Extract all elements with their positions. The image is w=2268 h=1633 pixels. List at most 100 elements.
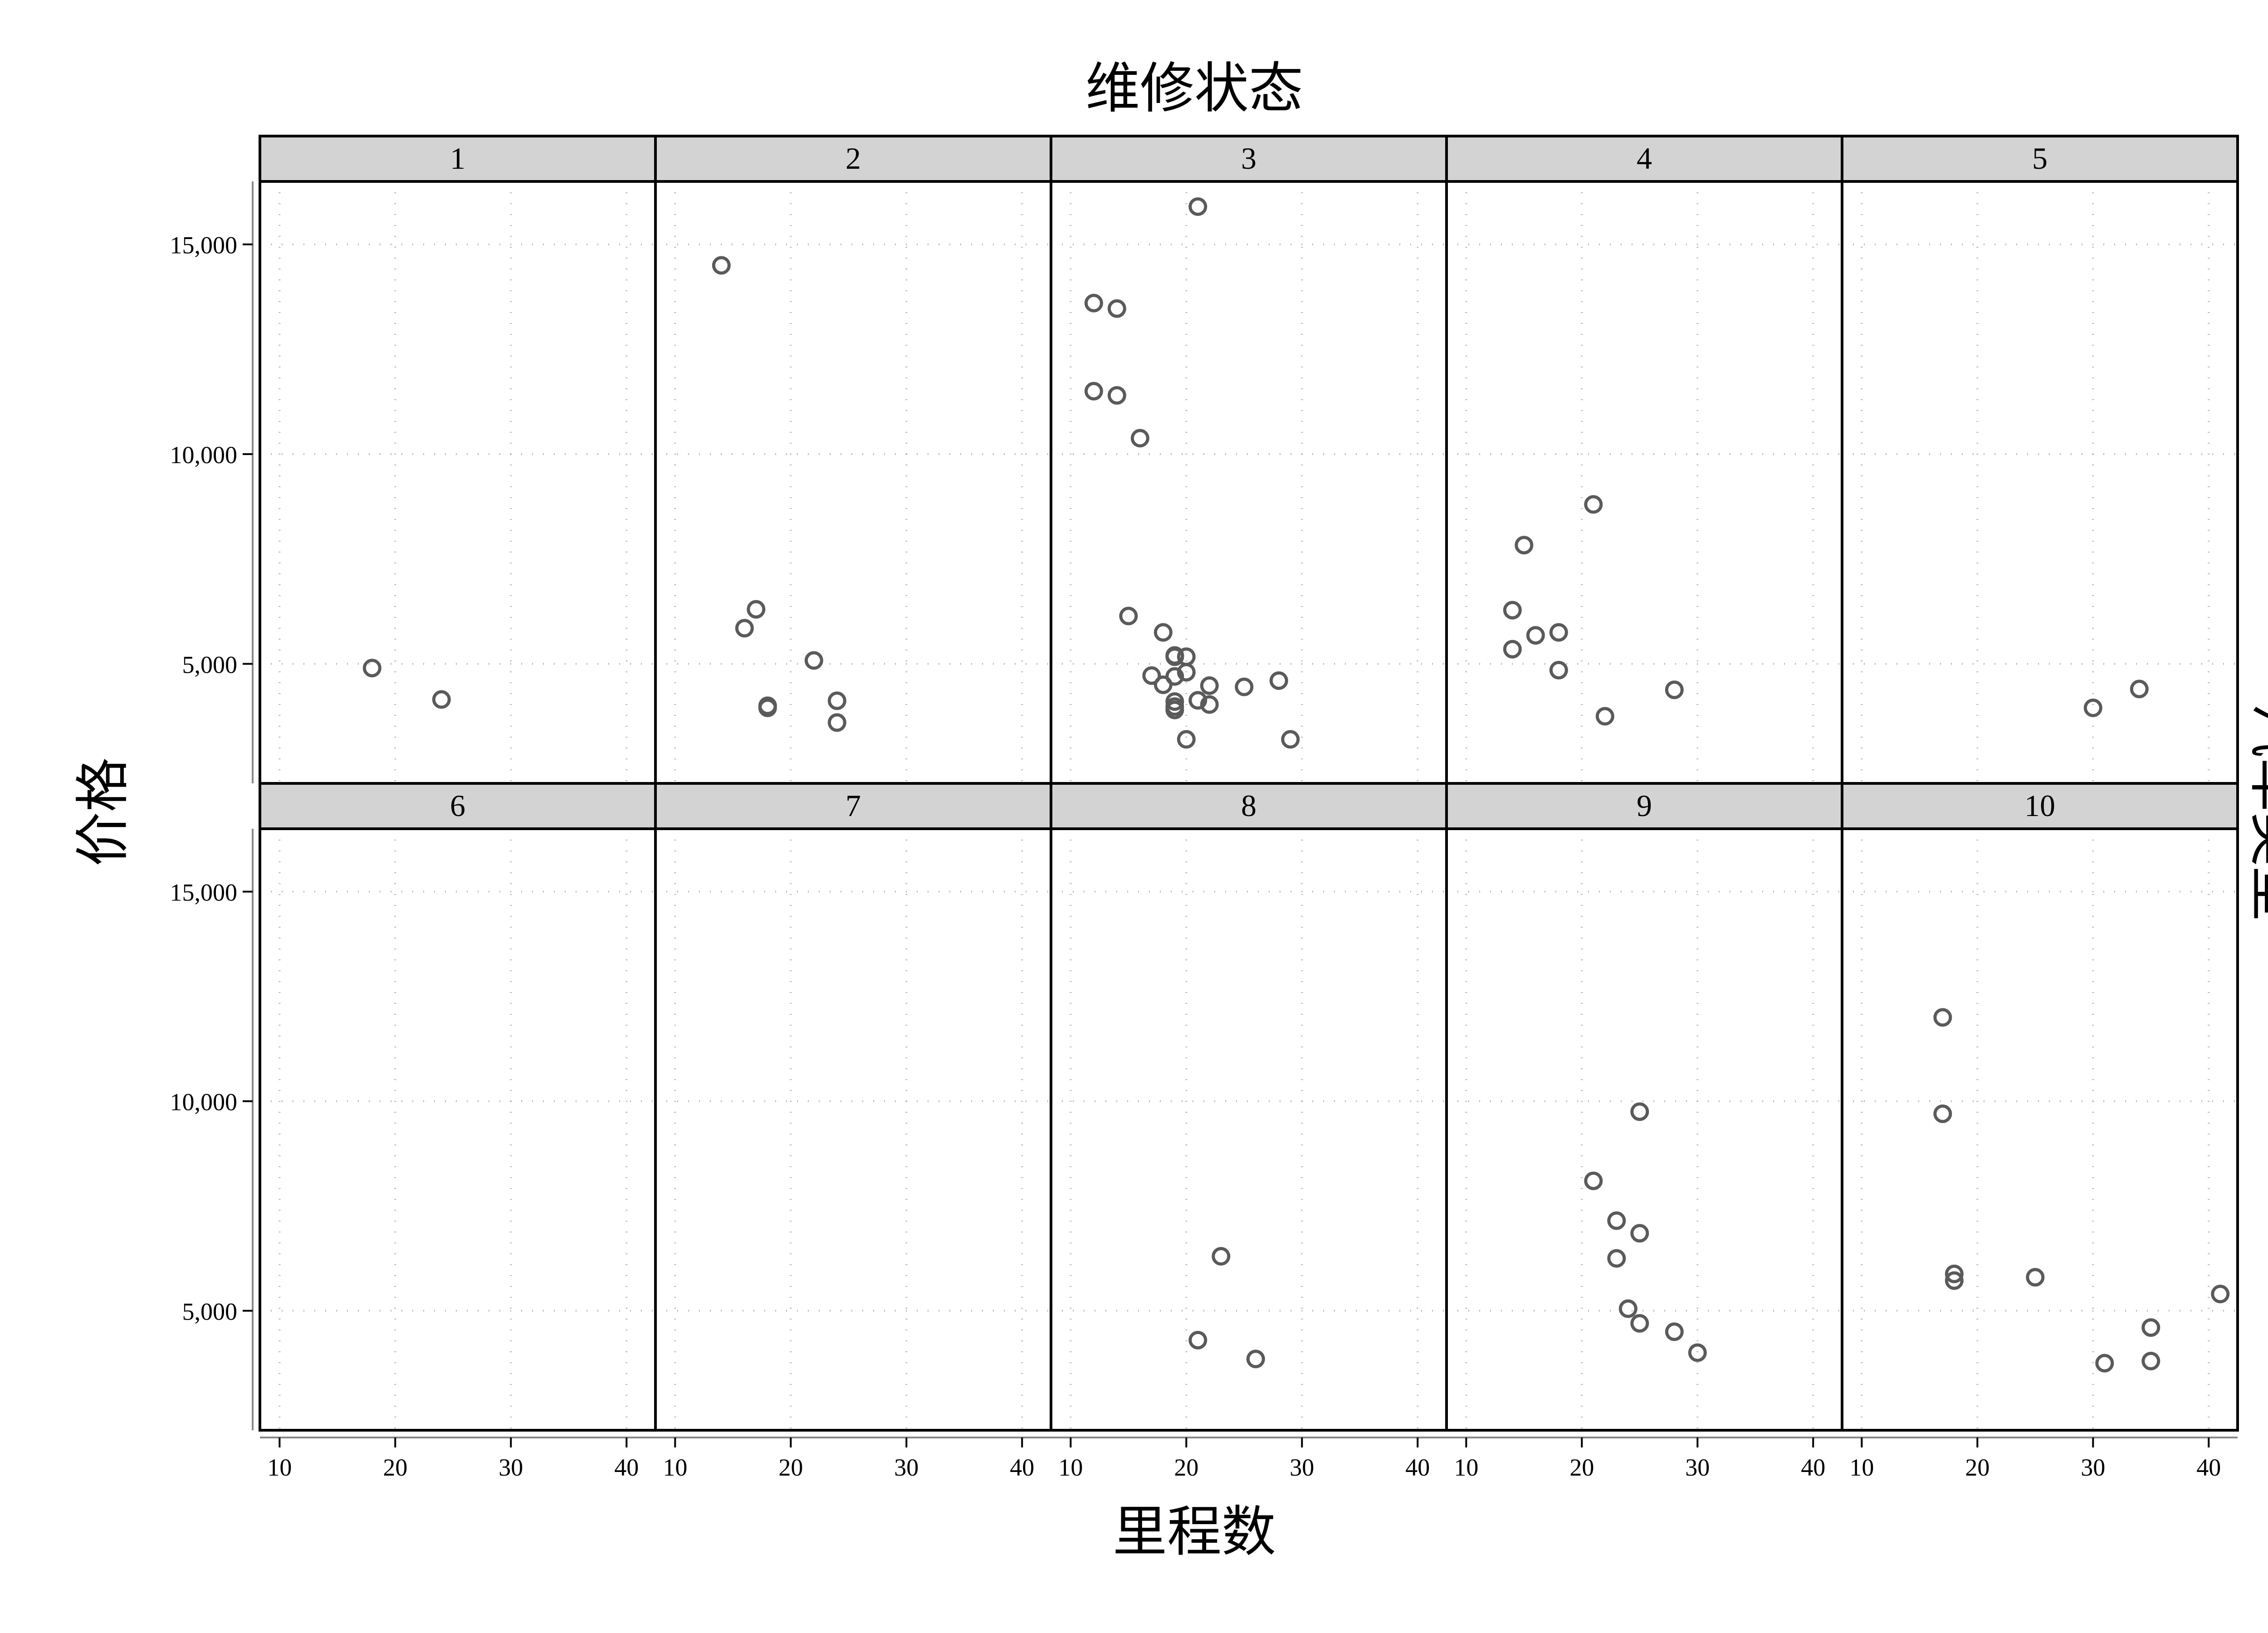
data-point [1503,601,1522,620]
panel-6: 6 5,000 10,000 15,000 10 20 30 40 [170,782,657,1481]
x-tick-label: 10 [1454,1454,1478,1481]
x-tick-label: 10 [1849,1454,1874,1481]
facet-strip [1841,135,2239,183]
panel-10: 10 10 20 30 40 [1841,782,2239,1481]
panel-9: 9 10 20 30 40 [1445,782,1843,1481]
panel-border [654,827,1052,1432]
data-point [1665,680,1684,699]
x-tick-label: 40 [1405,1454,1430,1481]
data-point [1235,677,1254,696]
data-point [1165,700,1184,719]
data-point [2130,680,2149,699]
x-tick-label: 30 [1290,1454,1314,1481]
data-point [1526,626,1545,645]
data-point [1665,1322,1684,1341]
facet-strip [259,135,657,183]
facet-right-label: 汽车类型 [2245,703,2268,921]
data-point [1130,429,1149,448]
data-point [1177,663,1196,682]
y-axis-label: 价格 [73,758,133,866]
data-point [1107,299,1126,318]
data-point [2141,1352,2160,1371]
data-point [1933,1008,1952,1027]
x-tick-label: 30 [499,1454,523,1481]
data-point [2026,1268,2045,1287]
data-point [1688,1343,1707,1362]
panel-4: 4 [1445,135,1843,785]
x-tick-label: 20 [1965,1454,1989,1481]
x-tick-label: 40 [614,1454,639,1481]
panel-border [1445,827,1843,1432]
panel-border [1445,180,1843,785]
data-point [1945,1271,1964,1290]
x-tick-label: 30 [2081,1454,2105,1481]
y-tick-label: 10,000 [170,1089,238,1116]
data-point [1584,495,1603,514]
panel-border [1050,827,1448,1432]
facet-label: 2 [846,141,861,176]
facet-strip [1841,782,2239,830]
data-point [1607,1211,1626,1230]
data-point [1200,676,1219,695]
x-tick-label: 20 [1569,1454,1594,1481]
data-point [1084,381,1103,401]
y-tick-label: 10,000 [170,441,238,469]
data-point [1165,647,1184,666]
data-point [804,651,823,670]
data-point [1188,197,1207,216]
data-point [432,690,451,709]
data-point [735,619,754,638]
panel-7: 7 10 20 30 40 [654,782,1052,1481]
chart-title: 维修状态 [1085,59,1303,119]
x-tick-label: 40 [1010,1454,1034,1481]
data-point [2095,1354,2114,1373]
x-tick-label: 10 [267,1454,292,1481]
data-point [2083,699,2102,718]
data-point [1212,1247,1231,1266]
panel-5: 5 [1841,135,2239,785]
data-point [2141,1318,2160,1337]
x-tick-label: 30 [1685,1454,1710,1481]
data-point [1630,1224,1649,1243]
panel-2: 2 [654,135,1052,785]
data-point [1515,536,1534,555]
x-tick-label: 40 [1801,1454,1825,1481]
data-point [1584,1171,1603,1190]
facet-label: 8 [1241,788,1256,823]
panel-border [1841,180,2239,785]
data-point [1933,1104,1952,1123]
data-point [1177,730,1196,749]
data-point [1630,1314,1649,1333]
x-tick-label: 20 [778,1454,803,1481]
data-point [1084,293,1103,313]
facet-label: 7 [846,788,861,823]
data-point [827,691,846,710]
facet-strip [1050,135,1448,183]
data-point [1107,386,1126,405]
y-tick-label: 5,000 [182,1298,238,1325]
data-point [1607,1249,1626,1268]
facet-label: 10 [2024,788,2055,823]
panel-8: 8 10 20 30 40 [1050,782,1448,1481]
y-tick-label: 15,000 [170,232,238,259]
data-point [1154,675,1173,694]
data-point [1281,730,1300,749]
data-point [1618,1299,1637,1318]
x-tick-label: 40 [2196,1454,2221,1481]
data-point [1549,660,1568,680]
panel-border [1841,827,2239,1432]
x-tick-label: 10 [1058,1454,1083,1481]
data-point [1154,623,1173,642]
panel-3: 3 [1050,135,1448,785]
facet-label: 4 [1637,141,1652,176]
data-point [827,713,846,732]
facet-label: 6 [450,788,465,823]
data-point [712,256,731,275]
data-point [1630,1102,1649,1121]
x-tick-label: 10 [663,1454,687,1481]
panel-border [259,827,657,1432]
facet-label: 3 [1241,141,1256,176]
